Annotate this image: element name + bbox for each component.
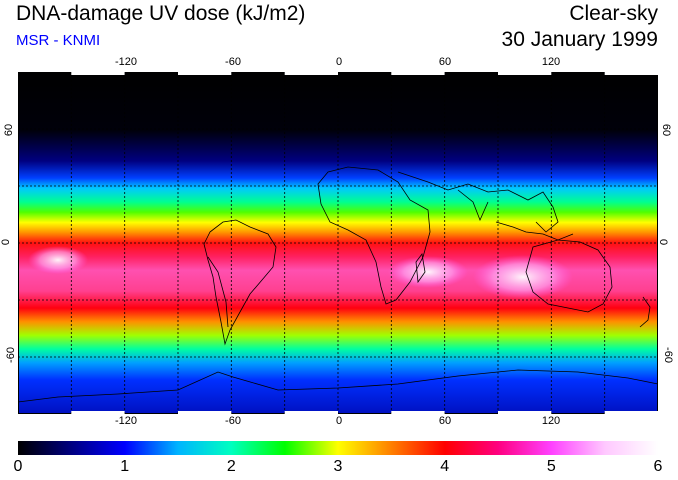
bottom-lon-label: -60 bbox=[225, 415, 241, 427]
top-lon-label: -120 bbox=[114, 56, 138, 68]
colorbar bbox=[18, 441, 658, 455]
hotspot-pacific bbox=[28, 246, 88, 274]
bottom-lon-label: 60 bbox=[438, 415, 452, 427]
colorbar-label: 5 bbox=[546, 458, 556, 475]
left-lat-label: 60 bbox=[3, 123, 16, 137]
coast-india bbox=[457, 189, 489, 222]
coast-australia bbox=[525, 239, 613, 313]
colorbar-label: 2 bbox=[226, 458, 236, 475]
graticule bbox=[18, 72, 658, 414]
source-label: MSR - KNMI bbox=[16, 32, 101, 49]
right-lat-label: -60 bbox=[661, 347, 674, 363]
date-label: 30 January 1999 bbox=[501, 28, 658, 51]
top-lon-label: 60 bbox=[438, 56, 452, 68]
bottom-lon-label: -120 bbox=[114, 415, 138, 427]
coast-madagascar bbox=[415, 253, 426, 284]
coast-new-zealand bbox=[639, 296, 651, 328]
coast-south-america bbox=[203, 219, 277, 346]
coast-south-america-andes bbox=[207, 256, 229, 328]
bottom-lon-label: 0 bbox=[335, 415, 343, 427]
left-lat-label: -60 bbox=[4, 347, 17, 363]
bottom-lon-label: 120 bbox=[541, 415, 561, 427]
hotspot-australia bbox=[473, 255, 573, 299]
top-lon-label: 0 bbox=[335, 56, 343, 68]
top-lon-label: 120 bbox=[541, 56, 561, 68]
hotspot-africa bbox=[388, 256, 468, 288]
colorbar-label: 0 bbox=[13, 458, 23, 475]
right-lat-label: 0 bbox=[657, 238, 670, 246]
colorbar-gradient bbox=[18, 441, 658, 455]
left-lat-label: 0 bbox=[0, 238, 13, 246]
top-lon-label: -60 bbox=[225, 56, 241, 68]
map-title: DNA-damage UV dose (kJ/m2) bbox=[16, 2, 306, 25]
right-lat-label: 60 bbox=[660, 123, 673, 137]
sky-condition-label: Clear-sky bbox=[569, 2, 658, 25]
map-frame bbox=[18, 72, 658, 414]
colorbar-label: 3 bbox=[333, 458, 343, 475]
coast-indonesia bbox=[495, 221, 574, 241]
uv-dose-map bbox=[18, 72, 658, 414]
coast-antarctica bbox=[18, 369, 658, 403]
colorbar-label: 4 bbox=[440, 458, 450, 475]
colorbar-label: 1 bbox=[120, 458, 130, 475]
colorbar-label: 6 bbox=[653, 458, 663, 475]
